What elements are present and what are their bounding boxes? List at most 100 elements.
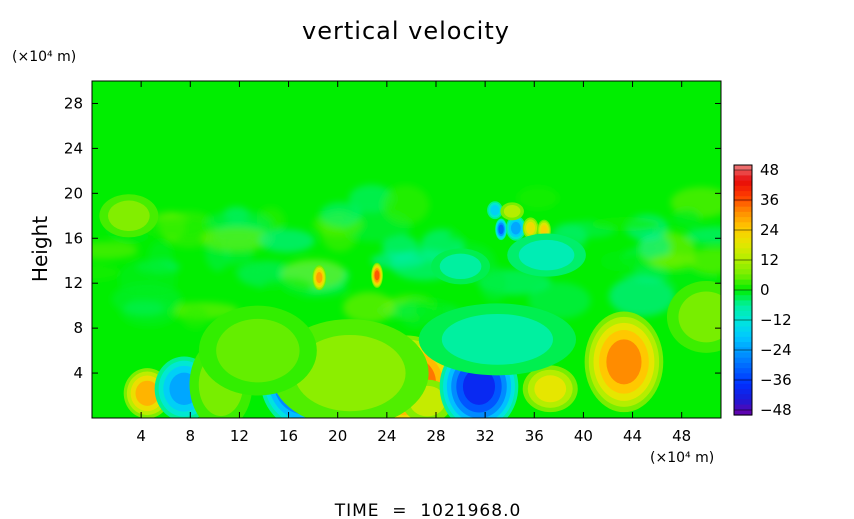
contour-level xyxy=(439,253,482,280)
turbulence-patch xyxy=(688,247,721,274)
heatmap-plot-area xyxy=(92,81,721,418)
turbulence-patch xyxy=(259,229,315,253)
y-tick-label: 12 xyxy=(64,274,83,292)
turbulence-patch xyxy=(382,185,430,225)
x-tick-label: 28 xyxy=(426,427,445,445)
colorbar-swatch xyxy=(734,373,752,380)
turbulence-patch xyxy=(528,282,591,319)
colorbar-tick-label: 36 xyxy=(760,191,779,209)
contour-level xyxy=(526,221,536,235)
colorbar-swatch xyxy=(734,290,752,296)
colorbar-swatch xyxy=(734,310,752,317)
contour-level xyxy=(510,221,521,235)
x-tick-label: 8 xyxy=(186,427,196,445)
downdraft-cell xyxy=(495,218,507,241)
colorbar-tick-label: 12 xyxy=(760,251,779,269)
colorbar-tick-label: −36 xyxy=(760,371,792,389)
colorbar-swatch xyxy=(734,211,752,218)
colorbar-swatch xyxy=(734,243,752,249)
x-tick-label: 40 xyxy=(574,427,593,445)
contour-level xyxy=(316,271,323,284)
contour-level xyxy=(503,204,521,218)
colorbar-swatch xyxy=(734,357,752,364)
contour-level xyxy=(294,334,406,412)
colorbar-tick-label: −12 xyxy=(760,311,792,329)
updraft-cell xyxy=(500,202,524,221)
colorbar-tick-label: 48 xyxy=(760,161,779,179)
colorbar-swatch xyxy=(734,336,752,343)
velocity-features xyxy=(99,194,721,418)
contour-level xyxy=(216,318,300,383)
downdraft-cell xyxy=(431,248,491,285)
colorbar-swatch xyxy=(734,404,752,411)
colorbar-swatch xyxy=(734,201,752,208)
x-tick-label: 24 xyxy=(377,427,396,445)
downdraft-cell xyxy=(507,233,586,277)
turbulence-patch xyxy=(181,304,210,329)
colorbar-swatch xyxy=(734,388,752,395)
colorbar-swatch xyxy=(734,295,752,302)
colorbar-swatch xyxy=(734,237,752,244)
x-tick-label: 32 xyxy=(476,427,495,445)
turbulence-patch xyxy=(608,276,675,317)
x-tick-label: 4 xyxy=(136,427,146,445)
colorbar-swatch xyxy=(734,342,752,348)
colorbar-tick-label: 0 xyxy=(760,281,770,299)
downdraft-cell xyxy=(487,201,503,220)
x-tick-label: 44 xyxy=(623,427,642,445)
colorbar-swatch xyxy=(734,175,752,182)
contour-level xyxy=(462,368,496,405)
colorbar-swatch xyxy=(734,253,752,260)
colorbar-swatch xyxy=(734,191,752,197)
contour-level xyxy=(540,225,548,236)
colorbar-swatch xyxy=(734,170,752,177)
contour-level xyxy=(606,339,642,385)
colorbar-swatch xyxy=(734,352,752,359)
colorbar-swatch xyxy=(734,232,752,239)
y-axis-ticks: 4 8 12 16 20 24 28 xyxy=(64,94,721,382)
turbulence-patch xyxy=(638,233,671,260)
colorbar-swatch xyxy=(734,258,752,265)
updraft-cell xyxy=(522,217,539,239)
colorbar-swatch xyxy=(734,409,752,416)
turbulence-patch xyxy=(260,277,313,297)
turbulence-patch xyxy=(446,228,476,242)
contour-level xyxy=(374,270,380,281)
updraft-cell xyxy=(522,365,578,413)
lower-band-layer xyxy=(92,184,721,329)
colorbar-swatch xyxy=(734,399,752,406)
colorbar-swatch xyxy=(734,300,752,307)
colorbar-swatch xyxy=(734,274,752,281)
colorbar-tick-label: −24 xyxy=(760,341,792,359)
x-tick-label: 20 xyxy=(328,427,347,445)
colorbar-swatch xyxy=(734,316,752,322)
colorbar-tick-label: −48 xyxy=(760,401,792,419)
x-tick-label: 12 xyxy=(230,427,249,445)
turbulence-patch xyxy=(92,241,139,260)
colorbar-swatch xyxy=(734,394,752,400)
contour-level xyxy=(518,239,575,271)
turbulence-patch xyxy=(343,292,395,324)
colorbar-swatch xyxy=(734,305,752,312)
updraft-cell xyxy=(666,280,721,353)
colorbar-swatch xyxy=(734,378,752,385)
contour-level xyxy=(441,313,554,365)
colorbar-swatch xyxy=(734,222,752,229)
contour-level xyxy=(490,204,500,216)
turbulence-patch xyxy=(686,226,721,245)
chart-title: vertical velocity xyxy=(302,17,510,45)
contour-level xyxy=(534,375,567,403)
downdraft-cell xyxy=(506,215,526,241)
colorbar-swatch xyxy=(734,269,752,275)
colorbar-swatch xyxy=(734,331,752,338)
turbulence-patch xyxy=(118,259,177,299)
contour-level xyxy=(678,291,721,343)
colorbar-swatch xyxy=(734,383,752,390)
contour-level xyxy=(498,224,504,235)
x-tick-label: 16 xyxy=(279,427,298,445)
colorbar-swatch xyxy=(734,196,752,203)
colorbar-swatch xyxy=(734,217,752,223)
contour-level xyxy=(108,200,150,232)
turbulence-patch xyxy=(590,217,661,232)
